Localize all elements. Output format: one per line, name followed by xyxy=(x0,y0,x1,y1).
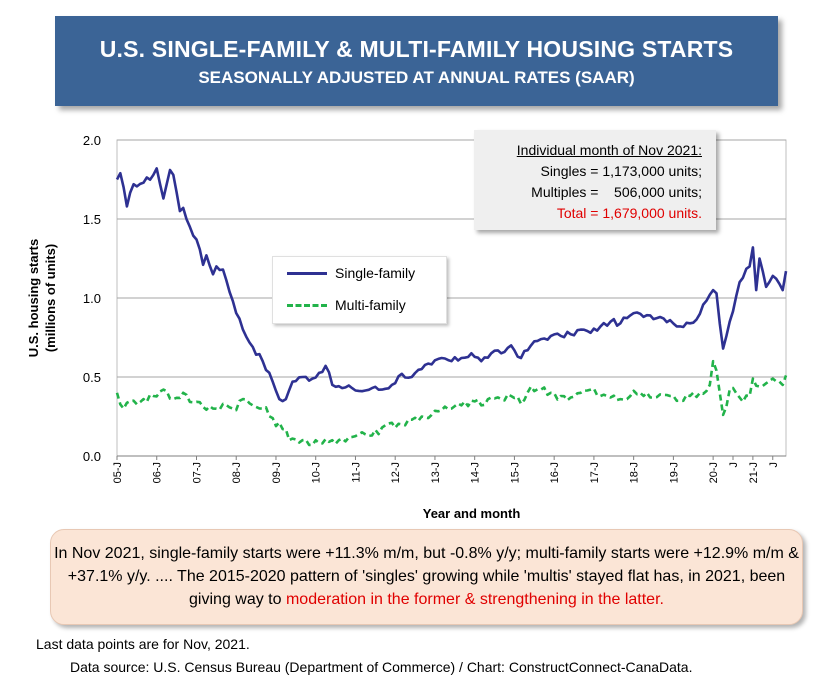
note-multiples: Multiples = 506,000 units; xyxy=(531,184,702,200)
x-tick-label: 06-J xyxy=(152,462,164,483)
title-banner: U.S. SINGLE-FAMILY & MULTI-FAMILY HOUSIN… xyxy=(55,16,778,106)
y-axis-title: U.S. housing starts (millions of units) xyxy=(26,239,58,357)
y-tick-label: 0.5 xyxy=(83,370,101,385)
y-tick-label: 2.0 xyxy=(83,133,101,148)
x-tick-label: 05-J xyxy=(112,462,124,483)
x-tick-label: 15-J xyxy=(509,462,521,483)
last-data-note: Last data points are for Nov, 2021. xyxy=(36,636,250,652)
y-tick-label: 0.0 xyxy=(83,449,101,464)
x-tick-label: 14-J xyxy=(470,462,482,483)
y-tick-label: 1.0 xyxy=(83,291,101,306)
legend-label-multi: Multi-family xyxy=(335,297,406,313)
x-tick-label: J xyxy=(728,462,740,468)
data-source: Data source: U.S. Census Bureau (Departm… xyxy=(70,659,693,675)
commentary-box: In Nov 2021, single-family starts were +… xyxy=(50,529,803,625)
x-tick-label: 17-J xyxy=(589,462,601,483)
x-tick-label: 19-J xyxy=(668,462,680,483)
series-line-single-family xyxy=(115,167,788,403)
x-tick-label: 13-J xyxy=(430,462,442,483)
note-singles: Singles = 1,173,000 units; xyxy=(540,163,702,179)
x-tick-label: J xyxy=(768,462,780,468)
x-tick-label: 16-J xyxy=(549,462,561,483)
legend-swatch-single xyxy=(287,271,327,275)
x-tick-label: 08-J xyxy=(231,462,243,483)
x-tick-label: 10-J xyxy=(311,462,323,483)
chart-subtitle: SEASONALLY ADJUSTED AT ANNUAL RATES (SAA… xyxy=(198,68,635,87)
x-tick-label: 12-J xyxy=(390,462,402,483)
x-tick-label: 21-J xyxy=(748,462,760,483)
x-tick-label: 11-J xyxy=(350,462,362,483)
nov-2021-note: Individual month of Nov 2021: Singles = … xyxy=(474,130,716,230)
x-tick-label: 18-J xyxy=(629,462,641,483)
legend-item-single: Single-family xyxy=(287,265,415,281)
note-total: Total = 1,679,000 units. xyxy=(556,205,702,221)
legend-label-single: Single-family xyxy=(335,265,416,281)
x-tick-label: 07-J xyxy=(191,462,203,483)
legend-swatch-multi xyxy=(287,303,327,307)
series-line-multi-family xyxy=(115,359,788,447)
commentary-highlight: moderation in the former & strengthening… xyxy=(285,591,664,608)
chart-title: U.S. SINGLE-FAMILY & MULTI-FAMILY HOUSIN… xyxy=(99,36,734,62)
x-tick-label: 09-J xyxy=(271,462,283,483)
y-tick-label: 1.5 xyxy=(83,212,101,227)
commentary-text: In Nov 2021, single-family starts were +… xyxy=(54,545,799,608)
x-axis-title: Year and month xyxy=(423,506,521,521)
x-tick-label: 20-J xyxy=(708,462,720,483)
legend-item-multi: Multi-family xyxy=(287,297,406,313)
chart-legend: Single-family Multi-family xyxy=(272,256,447,324)
note-heading: Individual month of Nov 2021: xyxy=(516,142,702,158)
